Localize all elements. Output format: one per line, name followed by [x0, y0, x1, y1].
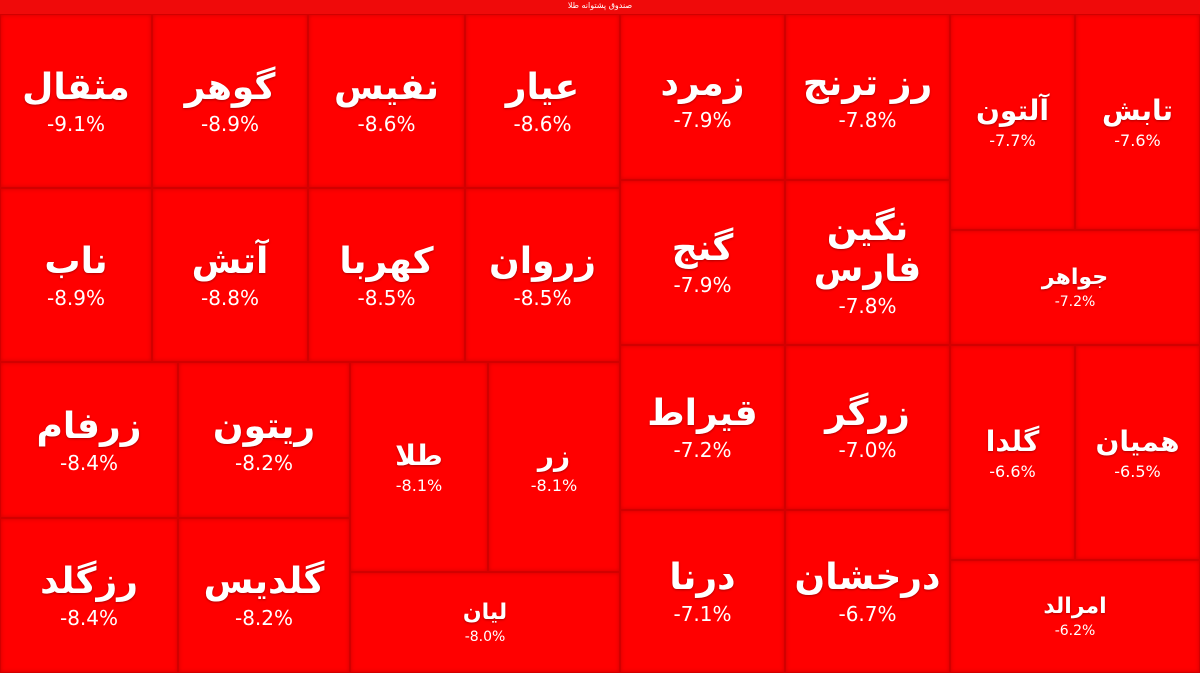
treemap-tile[interactable]: زرفام -8.4% — [0, 362, 178, 518]
tile-change-label: -8.6% — [513, 111, 572, 136]
tile-name: مثقال — [22, 66, 130, 108]
tile-change-label: -6.5% — [1114, 461, 1161, 481]
tile-change-label: -7.9% — [673, 107, 732, 132]
treemap-tile[interactable]: نفیس -8.6% — [308, 14, 465, 188]
tile-change-label: -8.6% — [357, 111, 416, 136]
tile-change-label: -7.1% — [673, 602, 732, 626]
tile-name: قیراط — [647, 393, 758, 434]
tile-change-label: -7.6% — [1114, 131, 1161, 150]
treemap-tile[interactable]: آتش -8.8% — [152, 188, 308, 362]
tile-name: گوهر — [184, 66, 276, 108]
treemap-tile[interactable]: تابش -7.6% — [1075, 14, 1200, 230]
tile-change-label: -8.2% — [234, 450, 294, 475]
tile-change-label: -8.9% — [46, 285, 106, 310]
tile-change-label: -8.5% — [357, 285, 416, 310]
treemap-tile[interactable]: کهربا -8.5% — [308, 188, 465, 362]
tile-name: آتش — [191, 240, 269, 282]
tile-change-label: -8.9% — [200, 111, 260, 136]
tile-name: ریتون — [212, 405, 316, 447]
tile-name: گلدا — [985, 424, 1040, 458]
tile-name: زروان — [489, 240, 596, 282]
tile-name: گنج — [671, 228, 734, 269]
treemap-tile[interactable]: ریتون -8.2% — [178, 362, 350, 518]
treemap-tile[interactable]: رز ترنج -7.8% — [785, 14, 950, 180]
treemap-tile[interactable]: مثقال -9.1% — [0, 14, 152, 188]
treemap-tile[interactable]: گلدا -6.6% — [950, 345, 1075, 560]
tile-change-label: -9.1% — [46, 111, 106, 136]
tile-name: عیار — [505, 66, 580, 108]
tile-change-label: -7.7% — [989, 131, 1036, 150]
tile-name: تابش — [1101, 94, 1174, 127]
tile-change-label: -8.5% — [513, 285, 572, 310]
tile-name: درخشان — [794, 557, 941, 598]
tile-change-label: -7.2% — [1054, 294, 1096, 310]
tile-name: طلا — [395, 439, 443, 472]
tile-name: کهربا — [339, 240, 434, 282]
chart-title: صندوق پشتوانه طلا — [567, 1, 633, 10]
tile-name: نفیس — [333, 66, 439, 108]
treemap-tile[interactable]: لیان -8.0% — [350, 572, 620, 673]
treemap-tile[interactable]: عیار -8.6% — [465, 14, 620, 188]
tile-change-label: -8.1% — [395, 476, 443, 495]
tile-name: همیان — [1095, 424, 1180, 458]
treemap-tile[interactable]: گنج -7.9% — [620, 180, 785, 345]
tile-name: لیان — [462, 600, 508, 625]
tile-change-label: -8.4% — [59, 606, 119, 630]
treemap-tile[interactable]: زروان -8.5% — [465, 188, 620, 362]
tile-change-label: -6.6% — [989, 461, 1036, 481]
tile-name: رزگلد — [40, 561, 138, 602]
tile-change-label: -7.9% — [673, 273, 732, 297]
tile-name: زر — [537, 439, 571, 472]
tile-name: نگین فارس — [813, 207, 922, 290]
treemap-tile[interactable]: درخشان -6.7% — [785, 510, 950, 673]
tile-name: درنا — [669, 557, 736, 598]
tile-change-label: -8.8% — [200, 285, 260, 310]
tile-name: گلدیس — [203, 561, 325, 602]
tile-change-label: -7.2% — [673, 438, 732, 462]
treemap-tile[interactable]: رزگلد -8.4% — [0, 518, 178, 673]
treemap-tile[interactable]: طلا -8.1% — [350, 362, 488, 572]
treemap-tile[interactable]: زمرد -7.9% — [620, 14, 785, 180]
tile-name: آلتون — [976, 94, 1049, 127]
tile-change-label: -8.0% — [464, 629, 506, 645]
treemap-tile[interactable]: درنا -7.1% — [620, 510, 785, 673]
treemap-tile[interactable]: زرگر -7.0% — [785, 345, 950, 510]
tile-change-label: -6.2% — [1054, 623, 1096, 639]
treemap-tile[interactable]: همیان -6.5% — [1075, 345, 1200, 560]
treemap-tile[interactable]: نگین فارس -7.8% — [785, 180, 950, 345]
treemap-tile[interactable]: قیراط -7.2% — [620, 345, 785, 510]
treemap-tile[interactable]: ناب -8.9% — [0, 188, 152, 362]
treemap-tile[interactable]: آلتون -7.7% — [950, 14, 1075, 230]
treemap-tile[interactable]: جواهر -7.2% — [950, 230, 1200, 345]
tile-name: زرفام — [36, 405, 142, 447]
tile-change-label: -7.8% — [838, 293, 897, 318]
tile-change-label: -8.1% — [530, 476, 578, 495]
treemap-tile[interactable]: زر -8.1% — [488, 362, 620, 572]
tile-name: ناب — [44, 240, 108, 282]
tile-change-label: -6.7% — [838, 602, 897, 626]
tile-change-label: -8.2% — [234, 606, 294, 630]
tile-change-label: -8.4% — [59, 450, 119, 475]
tile-name: رز ترنج — [802, 62, 933, 104]
treemap-tile[interactable]: امرالد -6.2% — [950, 560, 1200, 673]
treemap-tile[interactable]: گلدیس -8.2% — [178, 518, 350, 673]
tile-name: امرالد — [1043, 594, 1107, 619]
tile-change-label: -7.8% — [838, 107, 897, 132]
tile-name: زمرد — [660, 62, 745, 104]
tile-change-label: -7.0% — [838, 438, 897, 462]
tile-name: جواهر — [1041, 265, 1109, 290]
treemap-tile[interactable]: گوهر -8.9% — [152, 14, 308, 188]
tile-name: زرگر — [825, 393, 910, 434]
